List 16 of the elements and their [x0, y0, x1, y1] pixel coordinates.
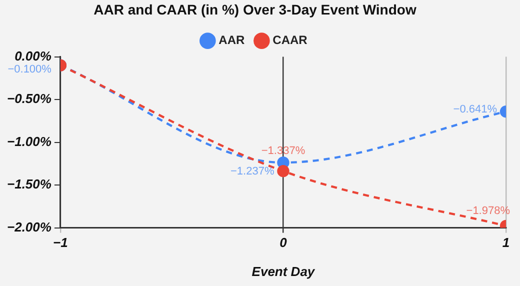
x-axis-title: Event Day [252, 264, 316, 279]
x-tick-label: 0 [280, 235, 288, 250]
y-tick-label: −0.50% [7, 91, 52, 106]
chart-title: AAR and CAAR (in %) Over 3-Day Event Window [94, 1, 416, 18]
legend-label: AAR [218, 33, 245, 48]
x-tick-label: 1 [502, 235, 510, 250]
y-tick-label: −1.00% [7, 134, 52, 149]
data-label: −0.641% [453, 104, 498, 116]
data-label: −1.237% [230, 166, 274, 178]
x-tick-label: −1 [53, 235, 68, 250]
legend-label: CAAR [272, 33, 308, 48]
y-tick-label: −1.50% [7, 176, 52, 192]
y-tick-label: 0.00% [14, 48, 52, 64]
data-label: −0.100% [8, 63, 52, 76]
data-label: −1.978% [466, 204, 510, 217]
y-tick-label: −2.00% [7, 219, 52, 234]
